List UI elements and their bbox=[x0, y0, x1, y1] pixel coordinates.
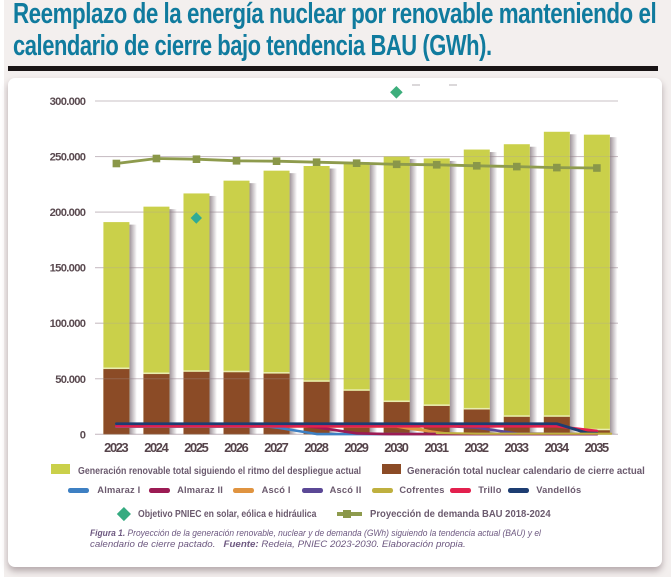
svg-text:2025: 2025 bbox=[184, 440, 209, 455]
svg-text:100.000: 100.000 bbox=[50, 318, 86, 330]
svg-text:2028: 2028 bbox=[304, 440, 329, 455]
svg-text:200.000: 200.000 bbox=[50, 207, 86, 219]
svg-text:2023: 2023 bbox=[104, 440, 128, 455]
svg-text:250.000: 250.000 bbox=[50, 152, 86, 164]
svg-text:300.000: 300.000 bbox=[50, 96, 86, 108]
svg-text:2026: 2026 bbox=[224, 440, 249, 455]
svg-text:2029: 2029 bbox=[344, 440, 369, 455]
svg-text:2032: 2032 bbox=[465, 440, 490, 455]
svg-text:2033: 2033 bbox=[505, 440, 530, 455]
svg-text:150.000: 150.000 bbox=[50, 263, 86, 275]
svg-text:2035: 2035 bbox=[585, 440, 610, 455]
svg-text:0: 0 bbox=[80, 429, 86, 441]
svg-text:2031: 2031 bbox=[424, 440, 449, 455]
svg-text:50.000: 50.000 bbox=[55, 374, 86, 386]
svg-text:2024: 2024 bbox=[144, 440, 169, 455]
svg-text:2027: 2027 bbox=[264, 440, 289, 455]
svg-text:2034: 2034 bbox=[545, 440, 570, 455]
svg-text:2030: 2030 bbox=[384, 440, 409, 455]
